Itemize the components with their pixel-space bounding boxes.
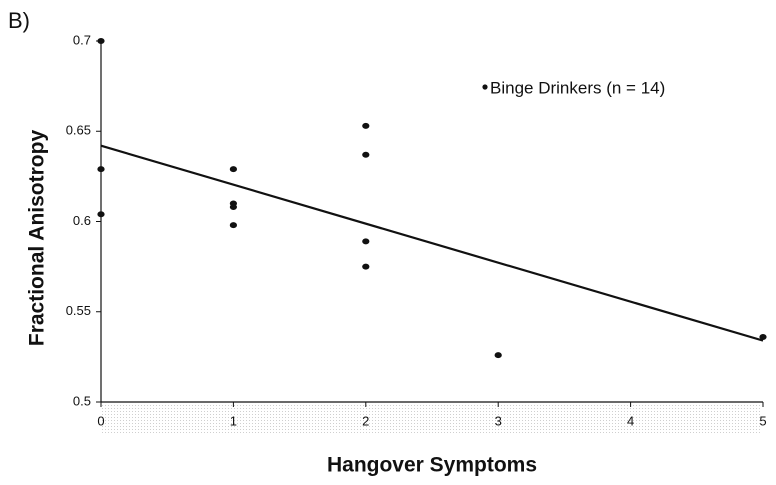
x-tick-label: 5 (759, 413, 766, 428)
legend-marker (482, 84, 488, 90)
data-point (97, 38, 105, 44)
data-point (97, 166, 105, 173)
y-tick-label: 0.5 (73, 393, 91, 408)
x-tick-label: 2 (362, 413, 369, 428)
y-tick-label: 0.6 (73, 213, 91, 228)
data-point (229, 166, 237, 173)
data-point (759, 334, 767, 341)
x-axis-label: Hangover Symptoms (327, 454, 537, 477)
data-point (362, 263, 370, 270)
y-tick-label: 0.7 (73, 32, 91, 47)
data-point (494, 352, 502, 359)
x-tick-label: 3 (495, 413, 502, 428)
data-point (362, 238, 370, 245)
x-tick-label: 1 (230, 413, 237, 428)
data-point (362, 122, 370, 129)
y-tick-label: 0.65 (66, 123, 91, 138)
x-tick-label: 4 (627, 413, 634, 428)
data-point (229, 204, 237, 211)
y-tick-label: 0.55 (66, 303, 91, 318)
x-tick-label: 0 (97, 413, 104, 428)
data-point (362, 151, 370, 158)
legend-label: Binge Drinkers (n = 14) (490, 78, 665, 97)
y-axis-label: Fractional Anisotropy (26, 130, 49, 347)
panel-label: B) (8, 8, 30, 33)
data-point (97, 211, 105, 218)
trend-line (100, 144, 764, 342)
noise-band (102, 405, 762, 433)
data-point (229, 222, 237, 229)
